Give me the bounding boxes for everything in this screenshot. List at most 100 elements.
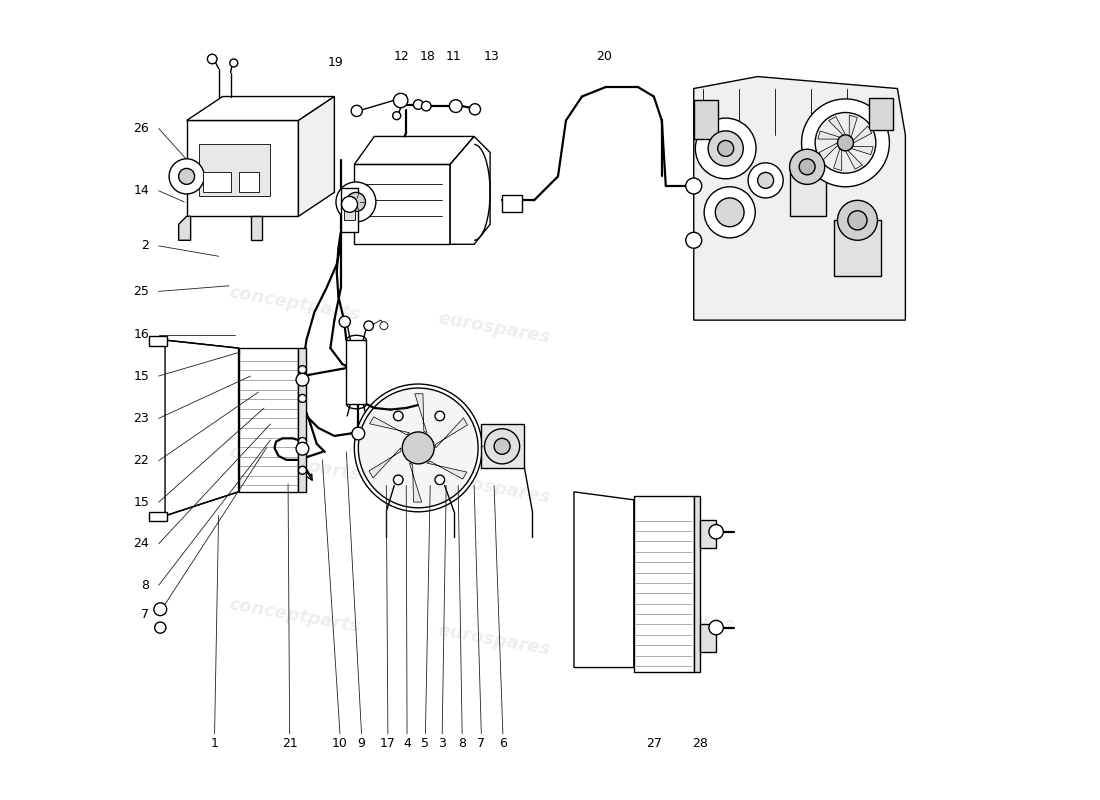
Circle shape xyxy=(394,411,403,421)
Bar xyxy=(199,145,271,196)
Circle shape xyxy=(359,388,478,508)
Polygon shape xyxy=(354,137,474,165)
Bar xyxy=(341,188,359,232)
Circle shape xyxy=(414,100,424,110)
Text: 4: 4 xyxy=(403,737,411,750)
Circle shape xyxy=(298,366,307,374)
Bar xyxy=(502,194,522,212)
Text: 27: 27 xyxy=(646,737,662,750)
Bar xyxy=(481,424,525,468)
Text: 7: 7 xyxy=(477,737,485,750)
Bar xyxy=(869,98,893,130)
Circle shape xyxy=(685,178,702,194)
Polygon shape xyxy=(178,216,190,240)
Circle shape xyxy=(800,159,815,174)
Text: 5: 5 xyxy=(421,737,429,750)
Bar xyxy=(187,121,298,216)
Bar xyxy=(354,165,450,244)
Circle shape xyxy=(758,172,773,188)
Circle shape xyxy=(837,135,854,151)
Circle shape xyxy=(685,232,702,248)
Bar xyxy=(150,336,167,346)
Bar xyxy=(150,512,167,522)
Circle shape xyxy=(434,411,444,421)
Bar xyxy=(634,496,694,671)
Circle shape xyxy=(848,210,867,230)
Circle shape xyxy=(394,94,408,108)
Circle shape xyxy=(352,427,365,440)
Text: 6: 6 xyxy=(499,737,507,750)
Circle shape xyxy=(379,322,388,330)
Text: eurospares: eurospares xyxy=(437,310,552,347)
Text: 26: 26 xyxy=(133,122,150,135)
Text: 16: 16 xyxy=(133,328,150,341)
Circle shape xyxy=(708,131,744,166)
Text: 14: 14 xyxy=(133,184,150,198)
Polygon shape xyxy=(854,126,872,143)
Text: 10: 10 xyxy=(332,737,348,750)
Text: 28: 28 xyxy=(692,737,708,750)
Text: 3: 3 xyxy=(438,737,447,750)
Circle shape xyxy=(421,102,431,111)
Circle shape xyxy=(695,118,756,178)
Circle shape xyxy=(336,182,376,222)
Text: 24: 24 xyxy=(133,538,150,550)
Polygon shape xyxy=(187,97,334,121)
Text: 9: 9 xyxy=(358,737,365,750)
Text: 25: 25 xyxy=(133,285,150,298)
Circle shape xyxy=(339,316,350,327)
Text: 12: 12 xyxy=(394,50,409,63)
Circle shape xyxy=(708,525,724,539)
Circle shape xyxy=(296,374,309,386)
Text: 19: 19 xyxy=(328,57,344,70)
Text: conceptparts: conceptparts xyxy=(227,595,362,636)
Bar xyxy=(694,496,700,671)
Circle shape xyxy=(450,100,462,113)
Bar xyxy=(790,165,825,216)
Circle shape xyxy=(354,384,482,512)
Text: 13: 13 xyxy=(484,50,499,63)
Circle shape xyxy=(393,112,400,120)
Text: 8: 8 xyxy=(459,737,466,750)
Polygon shape xyxy=(849,115,857,138)
Polygon shape xyxy=(834,149,842,170)
Text: 22: 22 xyxy=(133,454,150,467)
Text: 17: 17 xyxy=(379,737,396,750)
Bar xyxy=(239,172,258,192)
Text: 15: 15 xyxy=(133,496,150,509)
Circle shape xyxy=(154,603,167,616)
Polygon shape xyxy=(846,150,862,169)
Polygon shape xyxy=(694,77,905,320)
Text: 21: 21 xyxy=(282,737,297,750)
Polygon shape xyxy=(165,340,239,516)
Text: 23: 23 xyxy=(133,412,150,425)
Bar xyxy=(344,200,355,220)
Text: 8: 8 xyxy=(141,578,150,592)
Polygon shape xyxy=(828,117,846,135)
Bar xyxy=(834,220,881,276)
Bar xyxy=(694,99,717,139)
Circle shape xyxy=(296,442,309,455)
Circle shape xyxy=(351,106,362,117)
Bar xyxy=(700,624,716,651)
Text: eurospares: eurospares xyxy=(437,469,552,506)
Circle shape xyxy=(342,196,358,212)
Polygon shape xyxy=(370,417,409,434)
Text: 7: 7 xyxy=(141,607,150,621)
Text: conceptparts: conceptparts xyxy=(227,443,362,484)
Bar xyxy=(346,340,366,404)
Polygon shape xyxy=(368,448,402,478)
Circle shape xyxy=(494,438,510,454)
Circle shape xyxy=(346,192,365,211)
Circle shape xyxy=(178,169,195,184)
Circle shape xyxy=(815,113,876,173)
Bar xyxy=(298,348,307,492)
Circle shape xyxy=(704,186,756,238)
Polygon shape xyxy=(409,463,421,502)
Polygon shape xyxy=(251,216,263,240)
Bar xyxy=(393,410,444,486)
Text: conceptparts: conceptparts xyxy=(227,284,362,325)
Circle shape xyxy=(155,622,166,633)
Circle shape xyxy=(394,475,403,485)
Bar xyxy=(202,172,231,192)
